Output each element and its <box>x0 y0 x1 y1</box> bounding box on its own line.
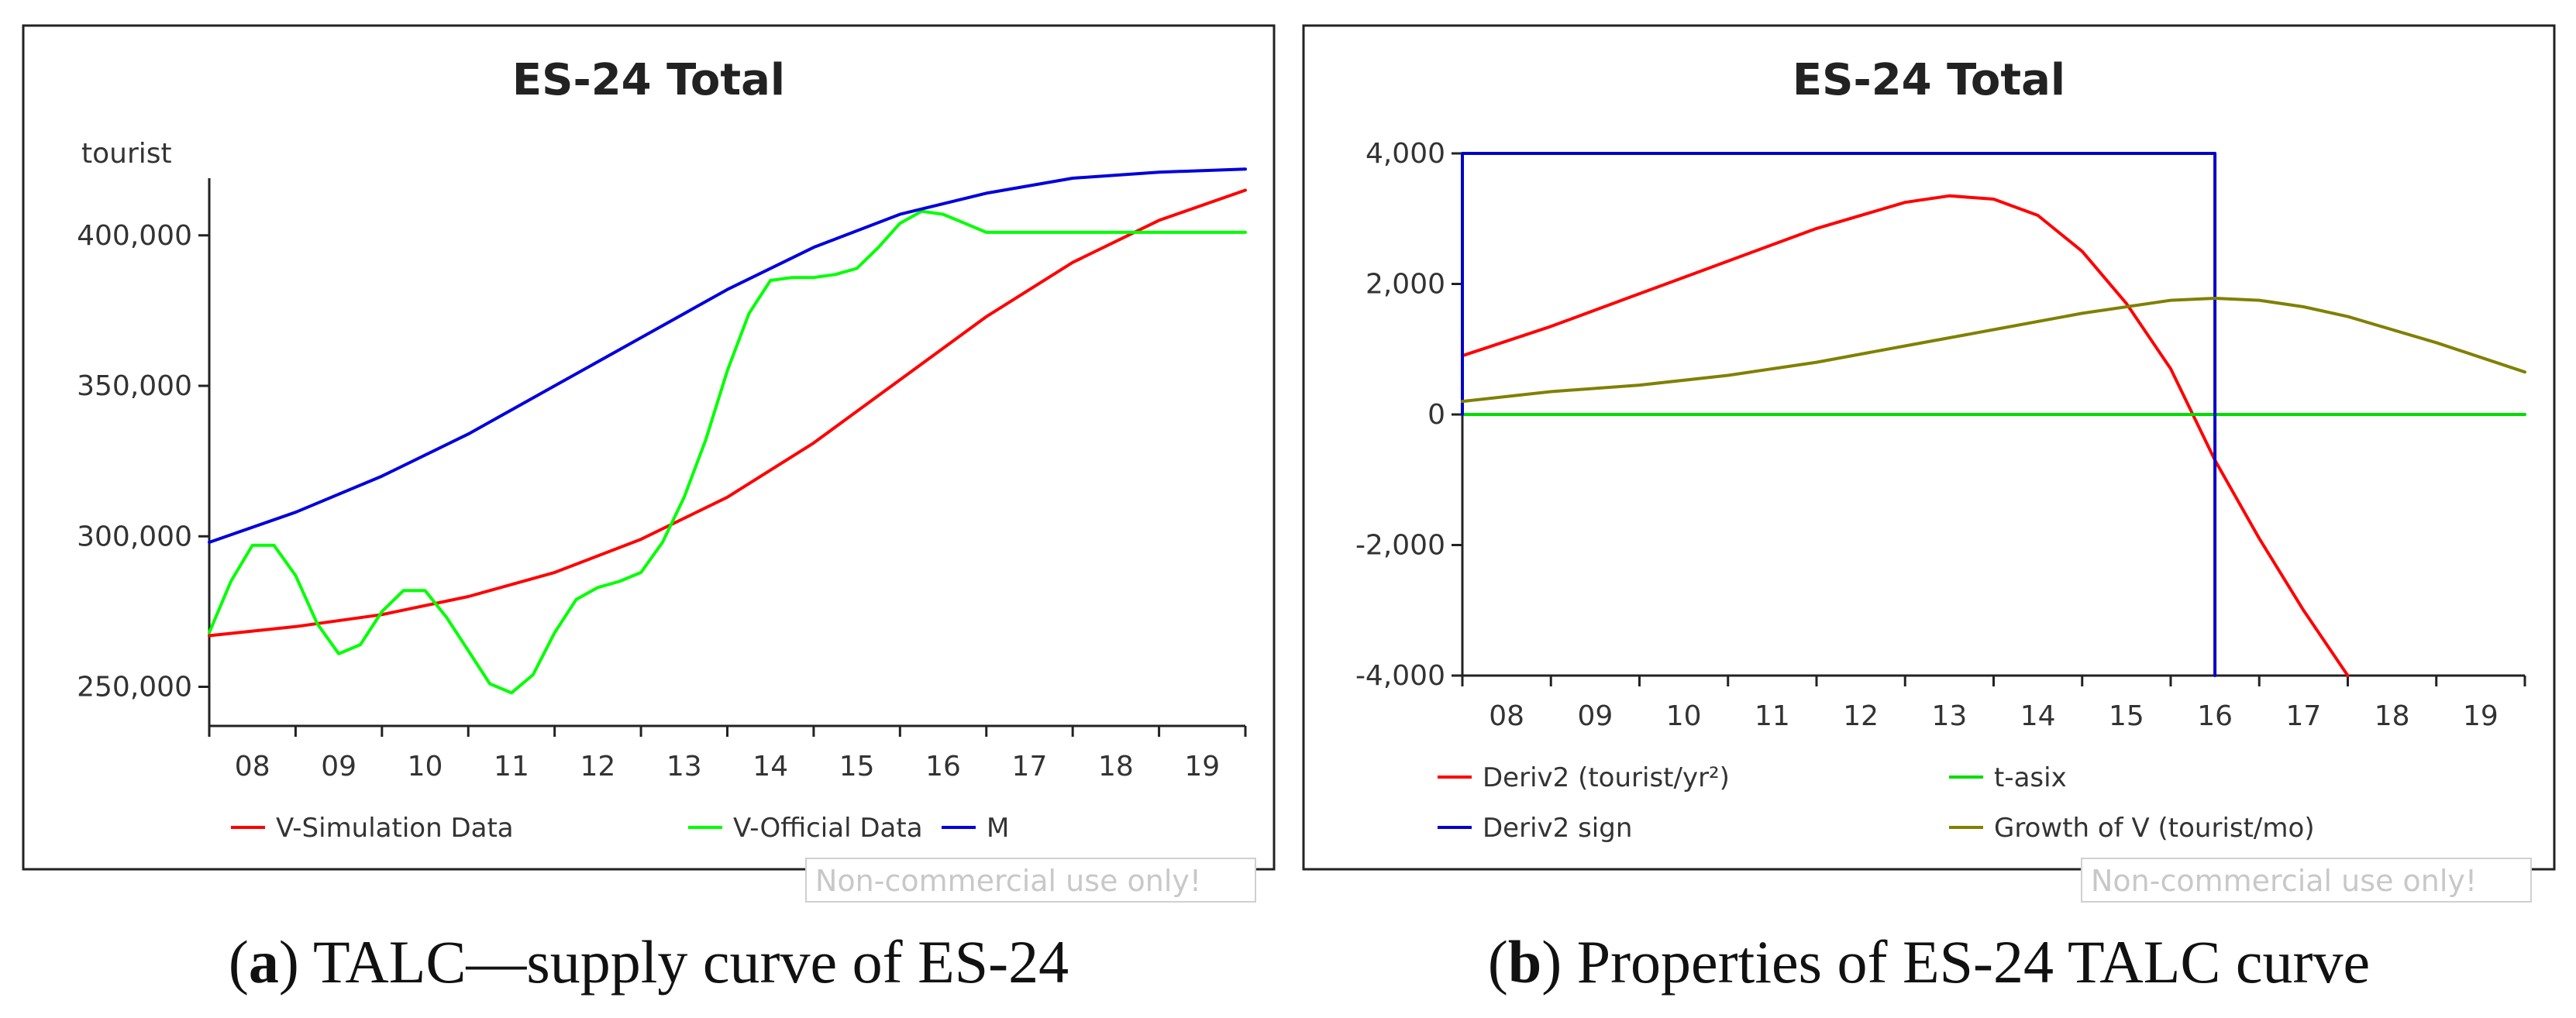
panel-a-legend: V-Simulation Data V-Official Data M <box>231 813 1009 844</box>
x-tick-label: 18 <box>2375 700 2410 732</box>
panel-b: ES-24 Total 08 09 10 11 12 13 14 15 16 17 18 19 -4,0… <box>1302 24 2556 903</box>
caption-b-letter: b <box>1508 928 1541 996</box>
panel-a-frame <box>22 24 1276 871</box>
panel-a-series <box>208 167 1247 695</box>
x-tick-label: 09 <box>321 751 356 782</box>
y-tick-label: 2,000 <box>1365 269 1445 301</box>
legend-label: V-Simulation Data <box>276 813 514 844</box>
x-tick-label: 12 <box>580 751 615 782</box>
series-line-2 <box>208 167 1247 544</box>
x-tick-label: 19 <box>1184 751 1220 782</box>
y-tick-label: 350,000 <box>77 370 192 402</box>
caption-a-letter: a <box>249 928 279 996</box>
x-tick-label: 14 <box>2020 700 2056 732</box>
y-tick-label: 250,000 <box>77 671 192 703</box>
x-tick-label: 08 <box>1489 700 1524 732</box>
panel-a-watermark-box <box>805 858 1256 903</box>
panel-b-frame <box>1302 24 2556 871</box>
panel-b-axes: 08 09 10 11 12 13 14 15 16 17 18 19 -4,000 -2,000 0 2,0… <box>1355 138 2526 732</box>
series-line-0 <box>208 188 1247 638</box>
caption-b: (b) Properties of ES-24 TALC curve <box>1488 928 2370 996</box>
x-tick-label: 16 <box>2197 700 2233 732</box>
panel-b-watermark: Non-commercial use only! <box>2091 864 2477 898</box>
x-tick-label: 11 <box>494 751 529 782</box>
x-tick-label: 13 <box>666 751 702 782</box>
x-tick-label: 15 <box>839 751 875 782</box>
panel-a: ES-24 Total tourist 08 09 10 11 12 13 14 15 16 17… <box>22 24 1276 903</box>
panel-a-watermark: Non-commercial use only! <box>815 864 1201 898</box>
series-line-1 <box>208 209 1247 695</box>
y-tick-label: -4,000 <box>1355 660 1445 692</box>
x-tick-label: 11 <box>1755 700 1790 732</box>
x-tick-label: 08 <box>235 751 270 782</box>
legend-label: Deriv2 sign <box>1483 813 1632 844</box>
panel-a-axes: 08 09 10 11 12 13 14 15 16 17 18 19 250,000 300,000 35… <box>77 178 1247 782</box>
y-tick-label: 300,000 <box>77 521 192 552</box>
caption-a-text: TALC—supply curve of ES-24 <box>299 928 1069 996</box>
x-tick-label: 17 <box>2285 700 2321 732</box>
x-tick-label: 12 <box>1843 700 1879 732</box>
panel-a-ylabel: tourist <box>81 138 172 170</box>
series-line-3 <box>1461 297 2526 404</box>
series-line-2 <box>1461 152 2217 677</box>
x-tick-label: 18 <box>1098 751 1134 782</box>
x-tick-label: 17 <box>1012 751 1048 782</box>
x-tick-label: 19 <box>2463 700 2499 732</box>
legend-label: V-Official Data <box>733 813 923 844</box>
x-tick-label: 10 <box>1666 700 1702 732</box>
legend-label: M <box>987 813 1009 844</box>
x-tick-label: 15 <box>2109 700 2144 732</box>
y-tick-label: 4,000 <box>1365 138 1445 170</box>
x-tick-label: 09 <box>1577 700 1613 732</box>
legend-label: Deriv2 (tourist/yr²) <box>1483 762 1730 793</box>
y-tick-label: 400,000 <box>77 220 192 252</box>
y-tick-label: -2,000 <box>1355 530 1445 562</box>
panel-a-title: ES-24 Total <box>512 55 785 105</box>
x-tick-label: 14 <box>752 751 788 782</box>
series-line-0 <box>1461 194 2350 677</box>
x-tick-label: 16 <box>925 751 961 782</box>
y-tick-label: 0 <box>1427 399 1445 431</box>
panel-b-watermark-box <box>2081 858 2532 903</box>
caption-a: (a) TALC—supply curve of ES-24 <box>229 928 1069 996</box>
panel-b-title: ES-24 Total <box>1793 55 2065 105</box>
panel-b-series <box>1461 152 2526 677</box>
panel-b-legend: Deriv2 (tourist/yr²) t-asix Deriv2 sign Gro… <box>1438 762 2315 844</box>
caption-b-text: Properties of ES-24 TALC curve <box>1562 928 2370 996</box>
legend-label: Growth of V (tourist/mo) <box>1994 813 2315 844</box>
x-tick-label: 10 <box>408 751 443 782</box>
x-tick-label: 13 <box>1931 700 1967 732</box>
legend-label: t-asix <box>1994 762 2067 793</box>
